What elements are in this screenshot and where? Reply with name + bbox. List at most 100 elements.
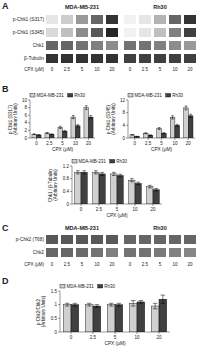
blot-band: [169, 235, 181, 244]
y-tick-label: 4: [24, 120, 27, 125]
blot-band: [46, 15, 58, 24]
y-tick-label: 0: [24, 136, 27, 141]
bar: [159, 299, 167, 332]
error-bar: [76, 171, 80, 174]
y-axis-label-line: Chk1 / β-Tubulin: [48, 168, 53, 202]
legend-swatch: [166, 94, 171, 98]
blot-band: [91, 235, 103, 244]
axis-label: CPX (μM): [24, 262, 44, 267]
blot-band: [61, 15, 73, 24]
error-bar: [139, 301, 144, 304]
blot-band: [61, 248, 73, 257]
error-bar: [63, 130, 66, 132]
blot-band: [139, 41, 151, 50]
blot-band: [184, 248, 196, 257]
blot-band: [106, 235, 118, 244]
error-bar: [33, 133, 36, 135]
y-tick-label: 12: [120, 98, 126, 103]
dose-label: 5: [159, 67, 162, 72]
bar: [76, 126, 81, 138]
bar: [188, 116, 193, 138]
y-tick: [70, 191, 72, 192]
bar: [135, 183, 141, 204]
blot-band: [139, 248, 151, 257]
error-bar: [87, 303, 92, 306]
dose-label: 2.5: [64, 67, 71, 72]
bar: [162, 133, 167, 138]
blot-band: [106, 28, 118, 37]
dose-label: 10: [94, 67, 100, 72]
y-axis-label-line: (Arbitrary Units): [53, 169, 58, 201]
legend-label: Rh30: [74, 93, 85, 98]
blot-band: [124, 41, 136, 50]
y-tick: [28, 138, 30, 139]
bar: [170, 117, 175, 138]
error-bar: [136, 136, 139, 137]
error-bar: [148, 185, 152, 188]
error-bar: [112, 172, 116, 175]
bar: [151, 306, 159, 332]
error-bar: [153, 303, 158, 308]
bar-chart: D00.511.502.551020CPX (μM)p-Chk2/Chk2 (A…: [2, 276, 170, 346]
blot-band: [46, 54, 58, 63]
blot-band: [139, 54, 151, 63]
error-bar: [136, 182, 140, 185]
error-bar: [161, 295, 166, 303]
error-bar: [118, 174, 122, 177]
y-tick-label: 0: [122, 136, 125, 141]
bar: [93, 306, 101, 332]
y-tick: [58, 318, 60, 319]
error-bar: [149, 134, 152, 136]
legend: MDA-MB-231Rh30: [128, 93, 184, 98]
bar: [89, 117, 94, 138]
plot-marks: [75, 171, 160, 204]
plot-marks: [63, 295, 166, 332]
y-tick: [58, 291, 60, 292]
y-tick: [126, 112, 128, 113]
legend-swatch: [128, 94, 133, 98]
x-axis-label: CPX (μM): [151, 147, 173, 152]
x-tick-label: 2.5: [90, 335, 97, 340]
dose-label: 20: [187, 262, 193, 267]
x-tick-label: 10: [73, 141, 79, 146]
row-label: p-Chk1 (S345): [13, 30, 45, 35]
x-tick-label: 5: [114, 335, 117, 340]
error-bar: [59, 126, 62, 128]
bar: [137, 302, 145, 332]
error-bar: [50, 133, 53, 135]
y-tick: [70, 166, 72, 167]
y-tick: [28, 122, 30, 123]
blot-band: [106, 41, 118, 50]
x-tick-label: 0: [80, 207, 83, 212]
panel-letter: C: [2, 223, 9, 233]
y-axis-line: [60, 291, 61, 332]
legend: MDA-MB-231Rh30: [72, 159, 128, 164]
x-tick-label: 2.5: [96, 207, 103, 212]
plot-marks: [130, 106, 193, 138]
y-tick: [70, 178, 72, 179]
blot-band: [91, 28, 103, 37]
legend-label: Rh30: [116, 159, 127, 164]
x-axis-label: CPX (μM): [52, 147, 74, 152]
y-tick: [126, 138, 128, 139]
blot-band: [91, 15, 103, 24]
blot-band: [184, 41, 196, 50]
blot-band: [46, 248, 58, 257]
error-bar: [95, 305, 100, 308]
y-tick-label: 1.5: [51, 289, 58, 294]
x-tick-label: 10: [132, 207, 138, 212]
x-axis-label: CPX (μM): [106, 213, 128, 218]
blot-band: [76, 235, 88, 244]
error-bar: [94, 171, 98, 174]
blot-band: [61, 28, 73, 37]
panel-letter: B: [2, 84, 9, 94]
blot-band: [106, 15, 118, 24]
dose-label: 10: [94, 262, 100, 267]
error-bar: [89, 116, 92, 119]
y-axis-label-line: (Arbitrary Units): [41, 295, 46, 327]
bar-chart: B024681002.551020CPX (μM)p-Chk1 (S317) (…: [2, 84, 95, 152]
y-axis-label: p-Chk2/Chk2 (Arbitrary Units): [36, 295, 46, 327]
y-tick: [70, 204, 72, 205]
bar: [37, 135, 42, 138]
legend: MDA-MB-231Rh30: [60, 284, 116, 289]
